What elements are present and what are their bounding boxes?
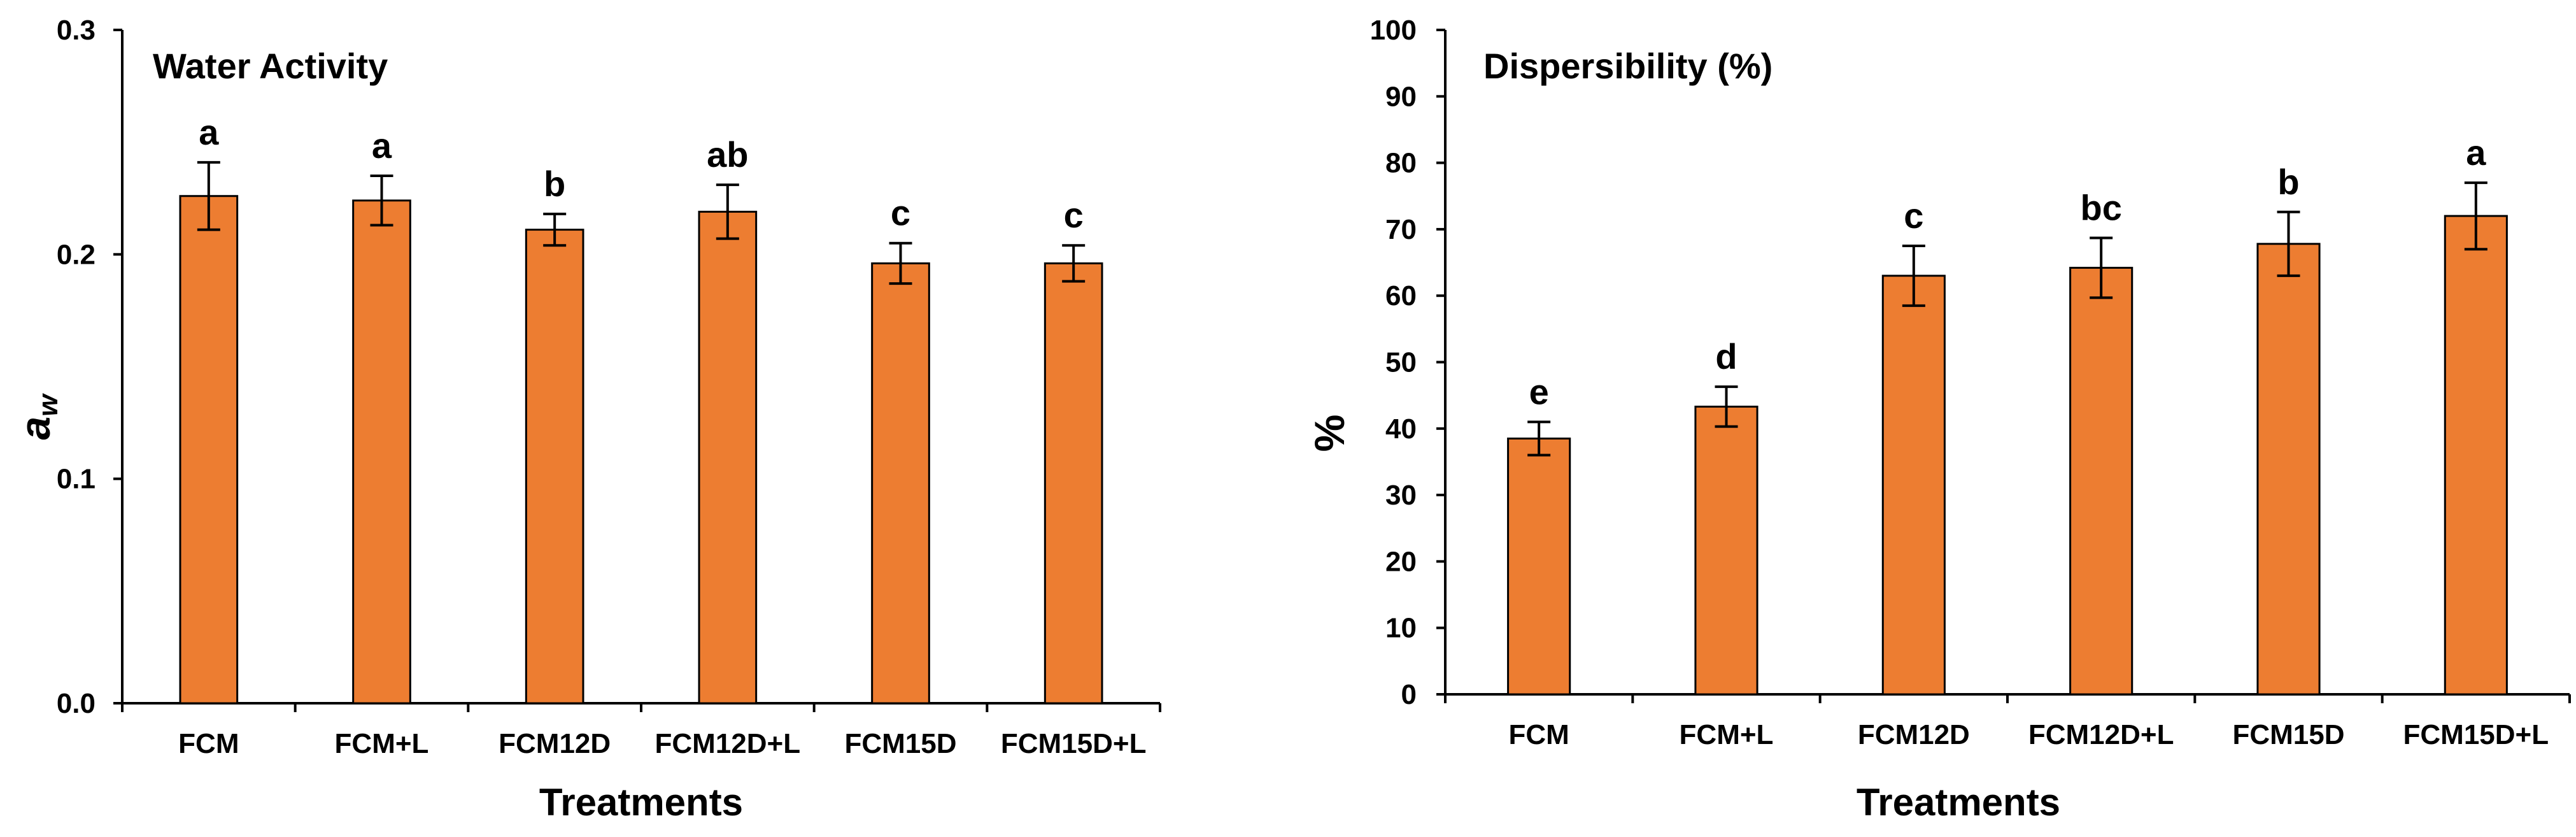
bar-fcm15d-plus-l — [1044, 262, 1103, 705]
y-tick-label: 0.1 — [57, 464, 96, 495]
y-tick-label: 100 — [1370, 15, 1417, 46]
category-label: FCM — [178, 728, 239, 759]
significance-label: a — [372, 125, 392, 166]
svg-text:aw: aw — [11, 393, 64, 440]
y-axis-title: % — [1306, 415, 1353, 452]
category-label: FCM+L — [335, 728, 429, 759]
significance-label: d — [1715, 336, 1737, 376]
category-label: FCM12D+L — [2028, 719, 2174, 750]
category-label: FCM15D — [2232, 719, 2344, 750]
y-tick-label: 0.3 — [57, 15, 96, 46]
significance-label: bc — [2080, 187, 2121, 227]
category-label: FCM15D+L — [1001, 728, 1147, 759]
y-tick-label: 30 — [1385, 480, 1417, 511]
y-axis-title-subscript: w — [32, 393, 64, 417]
significance-label: a — [199, 112, 219, 152]
category-label: FCM15D+L — [2403, 719, 2549, 750]
x-axis-title: Treatments — [539, 781, 743, 824]
y-tick-label: 70 — [1385, 214, 1417, 245]
bar-fcm15d-plus-l — [2444, 215, 2508, 696]
significance-label: c — [1064, 195, 1084, 235]
category-label: FCM15D — [844, 728, 956, 759]
category-label: FCM — [1509, 719, 1569, 750]
bar-fcm-plus-l — [352, 199, 411, 705]
chart-title-water-activity: Water Activity — [153, 46, 388, 86]
significance-label: c — [891, 193, 910, 233]
significance-label: e — [1529, 371, 1549, 411]
bar-fcm12d — [1881, 275, 1946, 696]
category-label: FCM12D — [499, 728, 611, 759]
x-axis-title: Treatments — [1857, 781, 2060, 824]
bar-fcm12d-plus-l — [2069, 266, 2134, 696]
y-tick-label: 0.0 — [57, 688, 96, 719]
significance-label: ab — [707, 134, 748, 175]
category-label: FCM12D+L — [655, 728, 801, 759]
bar-fcm15d — [2256, 243, 2321, 696]
chart-title-dispersibility: Dispersibility (%) — [1483, 46, 1773, 86]
significance-label: b — [2277, 162, 2299, 202]
category-label: FCM12D — [1858, 719, 1970, 750]
bar-fcm12d — [525, 229, 584, 705]
y-tick-label: 20 — [1385, 546, 1417, 577]
y-axis-title-main: a — [11, 417, 59, 440]
y-axis-title: aw — [11, 393, 64, 440]
y-tick-label: 40 — [1385, 413, 1417, 445]
dispersibility-chart: Dispersibility (%) Treatments % 0 10 20 30 4… — [1306, 15, 2571, 824]
significance-label: c — [1904, 196, 1923, 236]
y-tick-label: 10 — [1385, 613, 1417, 644]
significance-label: a — [2466, 132, 2486, 173]
y-tick-label: 50 — [1385, 347, 1417, 378]
y-tick-label: 90 — [1385, 81, 1417, 112]
bar-fcm12d-plus-l — [698, 210, 758, 705]
bar-fcm — [179, 195, 239, 705]
bar-fcm — [1507, 437, 1571, 696]
significance-label: b — [544, 164, 565, 204]
bar-fcm15d — [871, 262, 930, 705]
y-tick-label: 0 — [1401, 679, 1417, 710]
y-tick-label: 80 — [1385, 148, 1417, 179]
bar-fcm-plus-l — [1694, 405, 1759, 696]
water-activity-chart: Water Activity Treatments aw 0.00.10.20.… — [11, 15, 1161, 824]
y-tick-label: 0.2 — [57, 239, 96, 270]
y-tick-label: 60 — [1385, 280, 1417, 311]
category-label: FCM+L — [1680, 719, 1774, 750]
